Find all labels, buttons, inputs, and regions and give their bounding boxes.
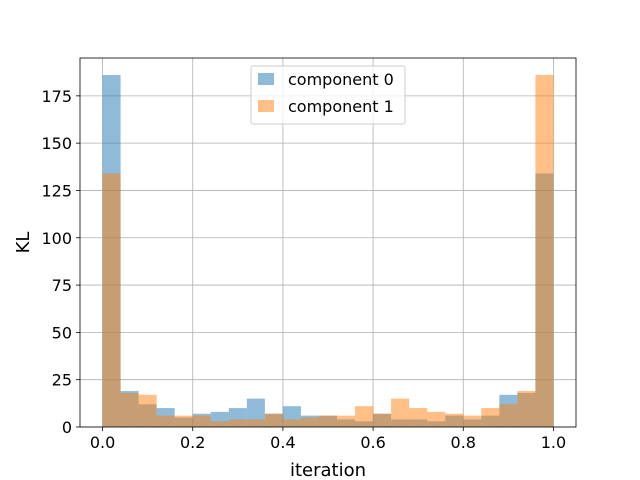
y-tick-label-0: 0 bbox=[62, 418, 72, 437]
bar-series1-bin13 bbox=[337, 415, 356, 427]
bar-series1-bin15 bbox=[373, 413, 392, 427]
ticks: 0.0 0.2 0.4 0.6 0.8 1.0 0 25 50 75 100 125 150 175 bbox=[41, 87, 566, 452]
bar-series1-bin23 bbox=[517, 391, 536, 427]
x-tick-label-4: 0.8 bbox=[451, 433, 476, 452]
x-tick-label-1: 0.2 bbox=[180, 433, 205, 452]
bar-series1-bin2 bbox=[138, 394, 157, 427]
series-1 bbox=[102, 75, 554, 428]
y-axis-label: KL bbox=[13, 232, 34, 254]
y-tick-label-6: 150 bbox=[41, 134, 72, 153]
bar-series1-bin17 bbox=[409, 408, 428, 427]
bar-series1-bin0 bbox=[102, 173, 121, 427]
legend-label-0: component 0 bbox=[288, 70, 394, 89]
y-tick-label-5: 125 bbox=[41, 181, 72, 200]
bar-series1-bin14 bbox=[355, 406, 374, 427]
bars bbox=[102, 75, 554, 428]
bar-series1-bin7 bbox=[228, 419, 247, 427]
x-tick-label-0: 0.0 bbox=[90, 433, 115, 452]
x-tick-label-3: 0.6 bbox=[360, 433, 385, 452]
bar-series1-bin3 bbox=[156, 415, 175, 427]
legend: component 0 component 1 bbox=[250, 65, 406, 125]
x-tick-label-5: 1.0 bbox=[541, 433, 566, 452]
plot-frame bbox=[79, 57, 577, 428]
y-tick-label-1: 25 bbox=[52, 371, 72, 390]
legend-swatch-0 bbox=[258, 73, 274, 85]
bar-series1-bin18 bbox=[427, 411, 446, 427]
bar-series1-bin10 bbox=[282, 419, 301, 427]
bar-series1-bin5 bbox=[192, 415, 211, 427]
bar-series1-bin16 bbox=[391, 398, 410, 427]
y-tick-label-7: 175 bbox=[41, 87, 72, 106]
x-axis-label: iteration bbox=[290, 460, 366, 480]
x-tick-label-2: 0.4 bbox=[270, 433, 295, 452]
bar-series1-bin24 bbox=[535, 75, 554, 428]
bar-series1-bin1 bbox=[120, 392, 139, 427]
y-tick-label-4: 100 bbox=[41, 229, 72, 248]
y-tick-label-3: 75 bbox=[52, 276, 72, 295]
bar-series1-bin9 bbox=[264, 413, 283, 427]
bar-series1-bin20 bbox=[463, 415, 482, 427]
bar-series1-bin4 bbox=[174, 415, 193, 427]
bar-series1-bin21 bbox=[481, 408, 500, 427]
bar-series1-bin22 bbox=[499, 404, 518, 427]
bar-series1-bin11 bbox=[300, 417, 319, 427]
legend-box bbox=[250, 65, 406, 125]
bar-series1-bin8 bbox=[246, 419, 265, 427]
bar-series1-bin6 bbox=[210, 421, 229, 427]
legend-label-1: component 1 bbox=[288, 97, 394, 116]
y-tick-label-2: 50 bbox=[52, 323, 72, 342]
bar-series1-bin19 bbox=[445, 413, 464, 427]
legend-swatch-1 bbox=[258, 100, 274, 112]
bar-series1-bin12 bbox=[318, 415, 338, 427]
